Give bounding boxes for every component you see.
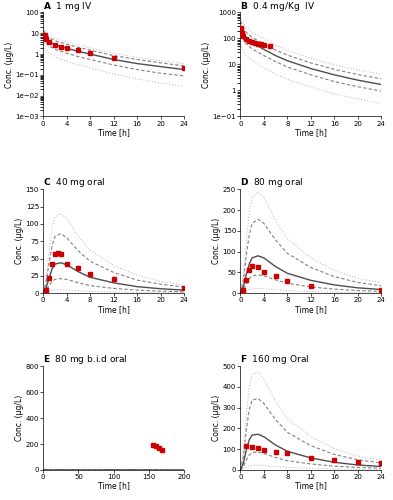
Y-axis label: Conc. (μg/L): Conc. (μg/L)	[15, 395, 24, 441]
Text: $\bf{F}$  160 mg Oral: $\bf{F}$ 160 mg Oral	[241, 353, 310, 366]
Text: $\bf{E}$  80 mg b.i.d oral: $\bf{E}$ 80 mg b.i.d oral	[43, 353, 128, 366]
X-axis label: Time [h]: Time [h]	[98, 128, 130, 137]
Y-axis label: Conc. (μg/L): Conc. (μg/L)	[15, 218, 24, 264]
X-axis label: Time [h]: Time [h]	[295, 305, 327, 314]
Y-axis label: Conc. (μg/L): Conc. (μg/L)	[212, 218, 221, 264]
X-axis label: Time [h]: Time [h]	[98, 305, 130, 314]
Text: $\bf{D}$  80 mg oral: $\bf{D}$ 80 mg oral	[241, 176, 304, 190]
Y-axis label: Conc. (μg/L): Conc. (μg/L)	[212, 395, 221, 441]
Text: $\bf{B}$  0.4 mg/Kg  IV: $\bf{B}$ 0.4 mg/Kg IV	[241, 0, 316, 12]
Y-axis label: Conc. (μg/L): Conc. (μg/L)	[5, 42, 14, 88]
Text: $\bf{A}$  1 mg IV: $\bf{A}$ 1 mg IV	[43, 0, 93, 12]
X-axis label: Time [h]: Time [h]	[295, 128, 327, 137]
X-axis label: Time [h]: Time [h]	[295, 482, 327, 490]
X-axis label: Time [h]: Time [h]	[98, 482, 130, 490]
Y-axis label: Conc. (μg/L): Conc. (μg/L)	[202, 42, 211, 88]
Text: $\bf{C}$  40 mg oral: $\bf{C}$ 40 mg oral	[43, 176, 106, 190]
